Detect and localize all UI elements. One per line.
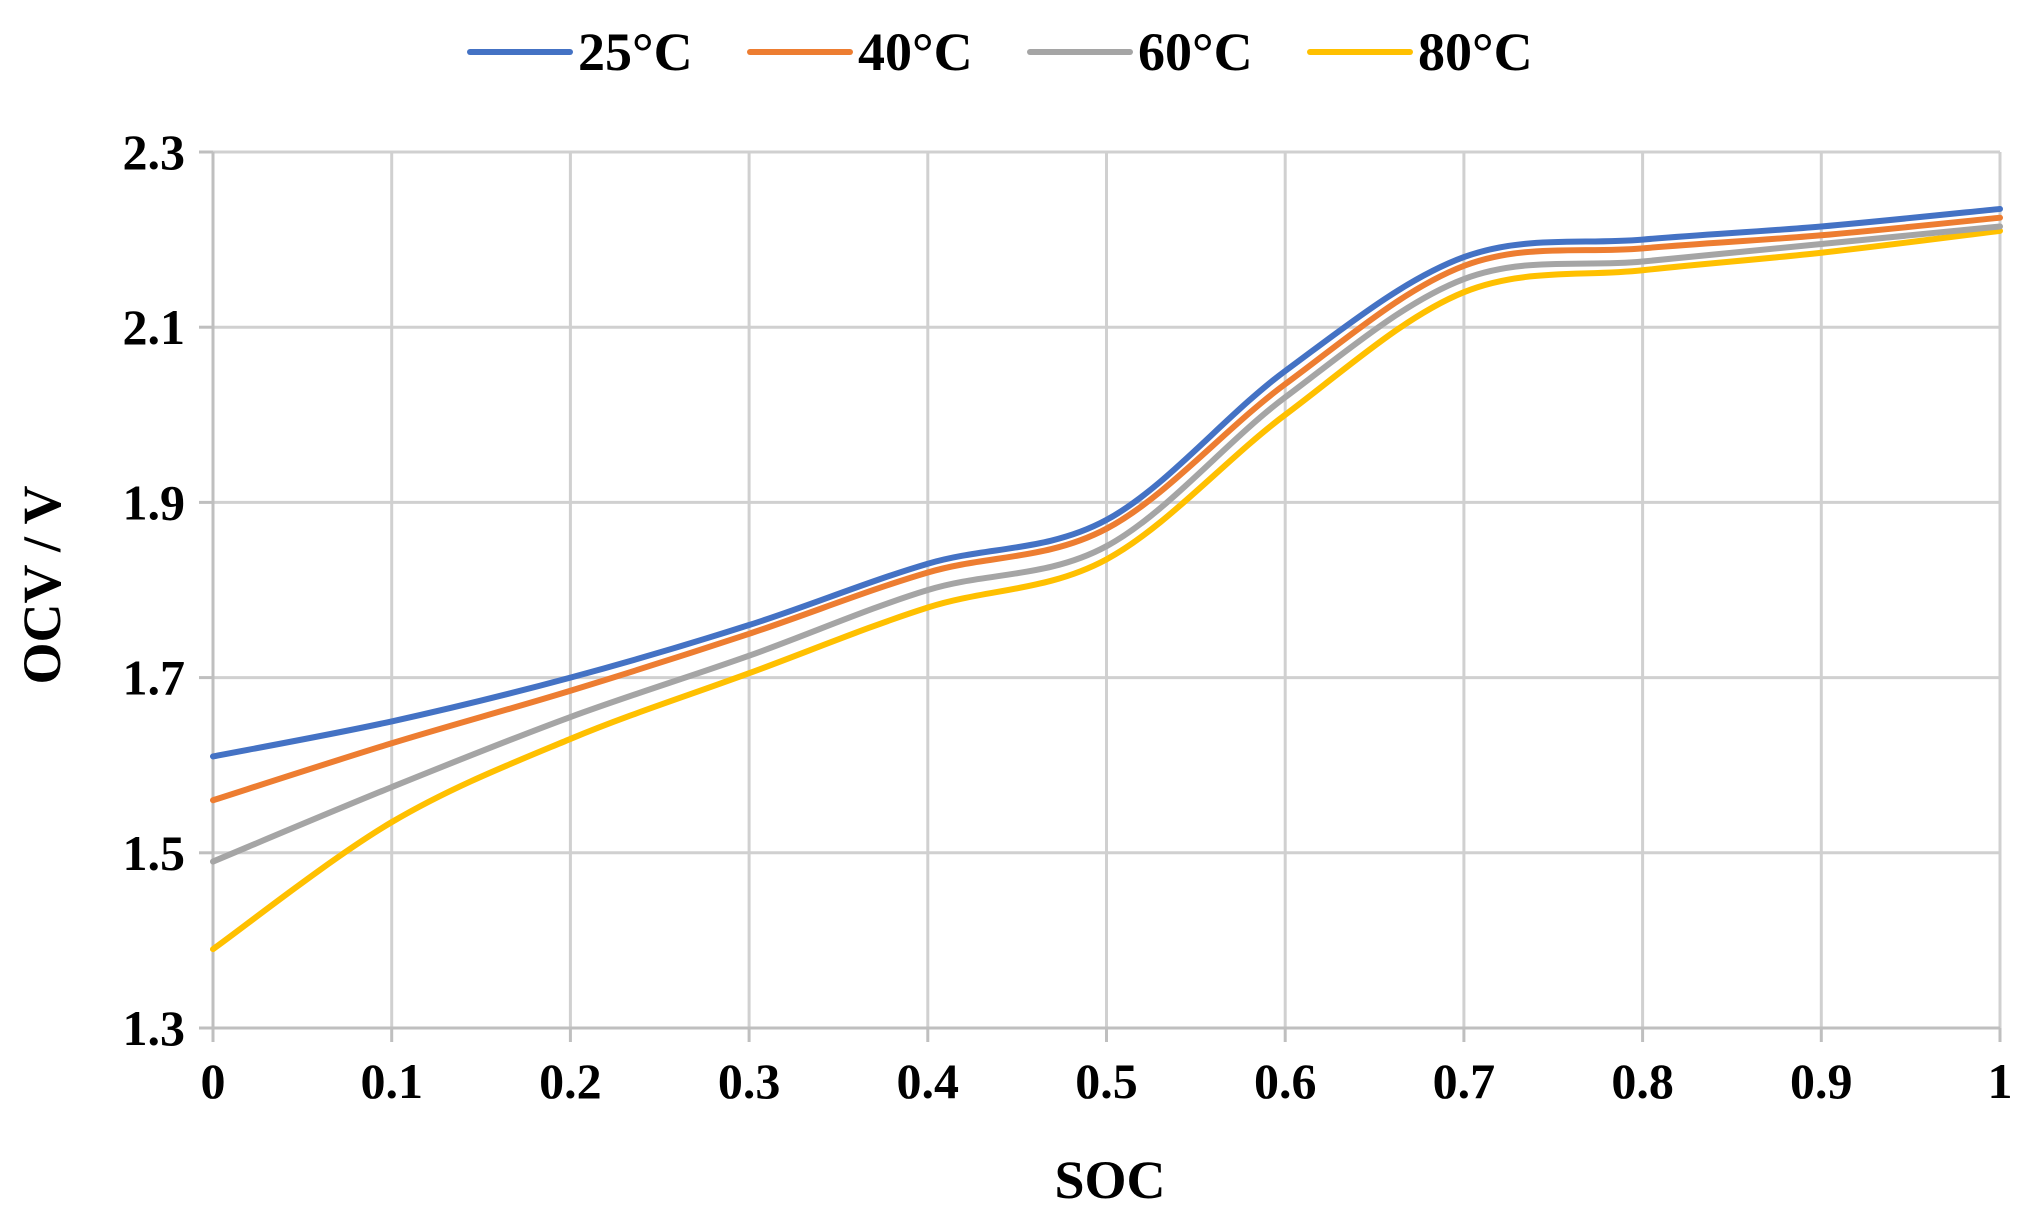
legend-label-40c: 40°C (858, 22, 973, 82)
y-tick-label: 1.9 (123, 474, 186, 530)
x-tick-label: 0 (201, 1053, 226, 1109)
y-tick-label: 2.3 (123, 124, 186, 180)
axes (199, 150, 2002, 1042)
x-tick-label: 0.9 (1790, 1053, 1853, 1109)
x-tick-label: 0.6 (1254, 1053, 1317, 1109)
y-tick-label: 1.7 (123, 650, 186, 706)
x-tick-label: 0.5 (1075, 1053, 1138, 1109)
y-tick-label: 2.1 (123, 299, 186, 355)
x-axis-title: SOC (1054, 1150, 1165, 1210)
series-lines (210, 205, 2003, 953)
x-tick-label: 0.1 (360, 1053, 423, 1109)
x-tick-label: 0.2 (539, 1053, 602, 1109)
tick-labels: 0 0.1 0.2 0.3 0.4 0.5 0.6 0.7 0.8 0.9 1 1.3 1.5 1.7 1.… (123, 124, 2013, 1109)
x-tick-label: 0.4 (897, 1053, 960, 1109)
y-tick-label: 1.3 (123, 1000, 186, 1056)
x-tick-label: 1 (1988, 1053, 2013, 1109)
legend-label-60c: 60°C (1138, 22, 1253, 82)
x-tick-label: 0.7 (1433, 1053, 1496, 1109)
y-tick-label: 1.5 (123, 825, 186, 881)
legend-label-80c: 80°C (1418, 22, 1533, 82)
series-line-60c (210, 223, 2003, 865)
series-line-25c (210, 205, 2003, 760)
grid-lines (213, 150, 2002, 1028)
y-axis-title: OCV / V (12, 485, 72, 684)
x-tick-label: 0.8 (1611, 1053, 1674, 1109)
series-line-40c (210, 214, 2003, 804)
series-line-80c (210, 227, 2003, 953)
x-tick-label: 0.3 (718, 1053, 781, 1109)
legend: 25°C 40°C 60°C 80°C (467, 22, 1533, 82)
legend-label-25c: 25°C (578, 22, 693, 82)
